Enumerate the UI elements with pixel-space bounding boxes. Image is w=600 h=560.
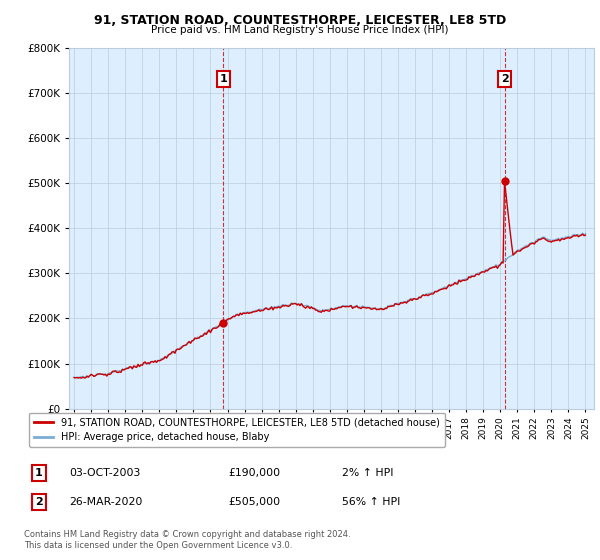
Text: 91, STATION ROAD, COUNTESTHORPE, LEICESTER, LE8 5TD: 91, STATION ROAD, COUNTESTHORPE, LEICEST… bbox=[94, 14, 506, 27]
Legend: 91, STATION ROAD, COUNTESTHORPE, LEICESTER, LE8 5TD (detached house), HPI: Avera: 91, STATION ROAD, COUNTESTHORPE, LEICEST… bbox=[29, 413, 445, 447]
Text: 2: 2 bbox=[35, 497, 43, 507]
Text: 1: 1 bbox=[35, 468, 43, 478]
Text: Contains HM Land Registry data © Crown copyright and database right 2024.: Contains HM Land Registry data © Crown c… bbox=[24, 530, 350, 539]
Text: £505,000: £505,000 bbox=[228, 497, 280, 507]
Text: This data is licensed under the Open Government Licence v3.0.: This data is licensed under the Open Gov… bbox=[24, 541, 292, 550]
Text: 2% ↑ HPI: 2% ↑ HPI bbox=[342, 468, 394, 478]
Text: Price paid vs. HM Land Registry's House Price Index (HPI): Price paid vs. HM Land Registry's House … bbox=[151, 25, 449, 35]
Text: 56% ↑ HPI: 56% ↑ HPI bbox=[342, 497, 400, 507]
Text: 2: 2 bbox=[500, 74, 508, 84]
Text: 1: 1 bbox=[220, 74, 227, 84]
Text: £190,000: £190,000 bbox=[228, 468, 280, 478]
Text: 26-MAR-2020: 26-MAR-2020 bbox=[69, 497, 142, 507]
Text: 03-OCT-2003: 03-OCT-2003 bbox=[69, 468, 140, 478]
